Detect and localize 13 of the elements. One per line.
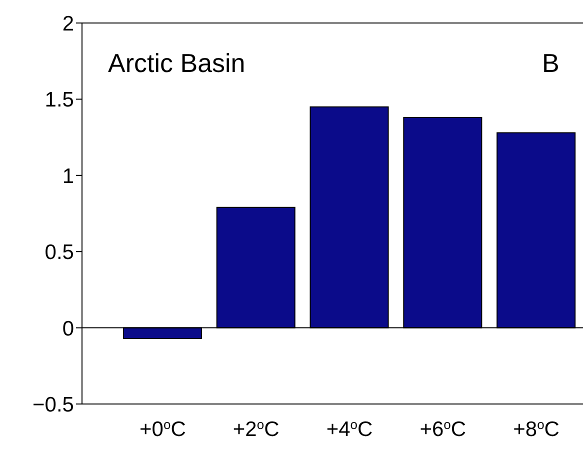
x-tick-label: +4$^{o}$C [326, 416, 373, 441]
x-tick-label: +0$^{o}$C [140, 416, 186, 441]
y-tick-label: −0.5 [32, 393, 74, 416]
annotation: Arctic Basin [108, 48, 246, 79]
y-tick-label: 1 [62, 164, 74, 188]
x-tick-label: +2$^{o}$C [232, 416, 280, 441]
y-tick-label: 0.5 [44, 241, 74, 264]
y-tick-label: 0 [62, 317, 74, 340]
y-tick-label: 1.5 [44, 88, 74, 112]
x-tick-label: +8$^{o}$C [513, 416, 560, 441]
y-tick-label: 2 [62, 12, 74, 36]
annotation: B [542, 48, 560, 79]
x-tick-label: +6$^{o}$C [420, 416, 466, 441]
